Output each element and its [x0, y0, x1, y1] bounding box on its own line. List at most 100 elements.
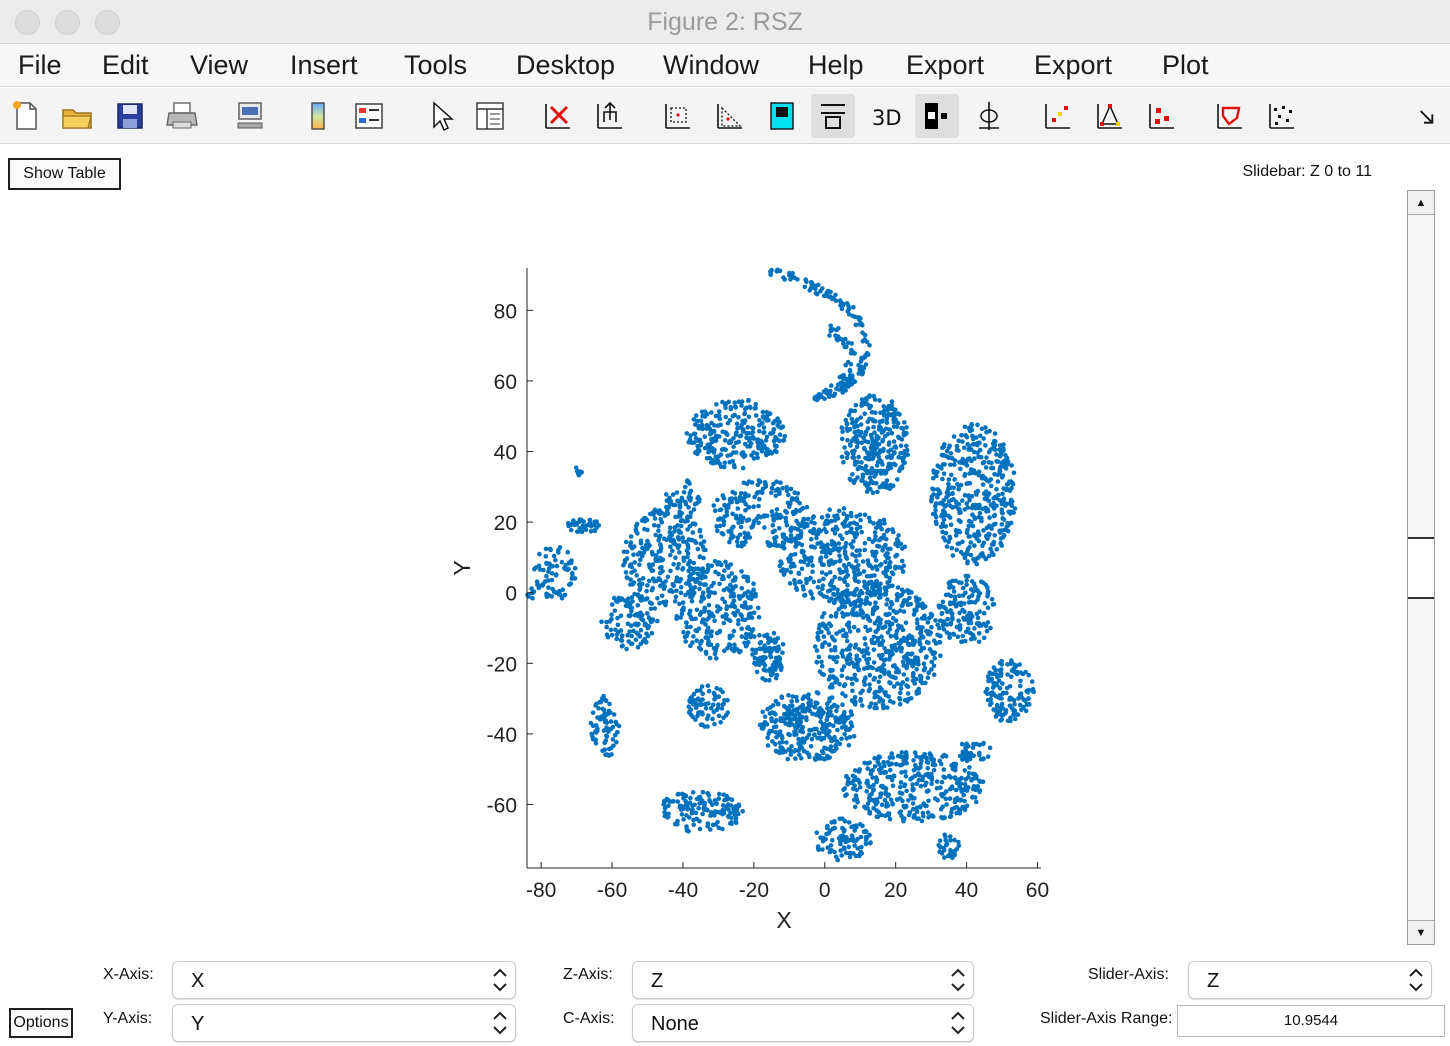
options-button[interactable]: Options [9, 1008, 73, 1038]
scatter-point-2759 [851, 607, 856, 612]
slider-axis-select[interactable]: Z [1188, 961, 1432, 999]
scatter-point-1221 [747, 535, 753, 540]
colorbar-icon[interactable] [296, 94, 340, 138]
scatter-point-89 [853, 322, 859, 328]
zoom-box-icon[interactable] [656, 94, 700, 138]
scatter-point-4238 [716, 713, 722, 719]
scatter-point-423 [721, 446, 727, 452]
scatter-point-174 [812, 396, 818, 402]
scatter-point-2887 [885, 705, 890, 710]
scatter-point-3087 [963, 573, 969, 579]
property-editor-icon[interactable] [468, 94, 512, 138]
scatter-red-yellow-icon[interactable] [1036, 94, 1080, 138]
slider-up-arrow[interactable]: ▲ [1408, 191, 1434, 215]
scatter-point-1571 [661, 536, 667, 541]
scatter-point-1179 [711, 503, 717, 508]
export-plot-icon[interactable] [588, 94, 632, 138]
scatter-point-3910 [872, 764, 878, 769]
scatter-point-2250 [784, 536, 789, 541]
slider-axis-scrollbar[interactable]: ▲ ▼ [1407, 190, 1435, 945]
scatter-point-4281 [693, 705, 699, 710]
slider-thumb[interactable] [1408, 536, 1434, 599]
scatter-point-2126 [805, 516, 811, 522]
slider-down-arrow[interactable]: ▼ [1408, 920, 1434, 944]
slider-axis-range-field[interactable]: 10.9544 [1177, 1005, 1445, 1037]
scatter-point-4203 [713, 799, 718, 805]
y-tick-label: 20 [494, 512, 517, 535]
scatter-point-2803 [917, 673, 923, 679]
menu-export-1[interactable]: Export [906, 50, 985, 80]
toggle-view-icon[interactable] [915, 94, 959, 138]
scatter-point-1524 [637, 577, 642, 583]
scatter-point-3343 [794, 694, 799, 700]
scatter-point-2667 [914, 621, 920, 626]
scatter-black-icon[interactable] [1260, 94, 1304, 138]
scatter-point-238 [734, 421, 740, 427]
pointer-icon[interactable] [418, 94, 462, 138]
scatter-point-2345 [894, 552, 900, 558]
scatter-point-76 [863, 362, 869, 367]
scatter-point-2977 [920, 602, 926, 608]
scatter-point-1307 [784, 488, 790, 494]
scatter-point-2362 [788, 564, 794, 570]
scatter-point-2155 [887, 559, 893, 565]
legend-icon[interactable] [347, 94, 391, 138]
open-file-icon[interactable] [55, 94, 99, 138]
zoom-triangle-icon[interactable] [708, 94, 752, 138]
3d-icon[interactable]: 3D [864, 94, 908, 138]
scatter-point-4112 [733, 816, 739, 821]
show-table-button[interactable]: Show Table [8, 158, 121, 190]
scatter-point-4180 [666, 803, 671, 808]
save-icon[interactable] [108, 94, 152, 138]
z-axis-select[interactable]: Z [632, 961, 974, 999]
expand-icon[interactable] [1414, 94, 1444, 138]
scatter-point-2349 [883, 567, 889, 573]
scatter-point-421 [753, 402, 758, 407]
scatter-point-3393 [789, 744, 794, 749]
delete-icon[interactable] [536, 94, 580, 138]
scatter-point-180 [847, 368, 853, 374]
scatter-point-1436 [671, 562, 676, 567]
menu-desktop[interactable]: Desktop [516, 50, 616, 80]
menu-edit[interactable]: Edit [102, 50, 149, 80]
scatter-triangle-icon[interactable] [1088, 94, 1132, 138]
scatter-point-986 [994, 547, 1000, 552]
fill-color-icon[interactable] [760, 94, 804, 138]
menu-tools[interactable]: Tools [404, 50, 468, 80]
scatter-point-3096 [988, 625, 993, 631]
scatter-point-4344 [595, 715, 600, 720]
scatter-point-1038 [973, 505, 978, 511]
scatter-point-2214 [856, 593, 862, 599]
menu-view[interactable]: View [190, 50, 249, 80]
scatter-point-4287 [697, 698, 703, 703]
scatter-point-589 [869, 466, 875, 471]
menu-export-2[interactable]: Export [1034, 50, 1113, 80]
menu-file[interactable]: File [18, 50, 62, 80]
scatter-red-icon[interactable] [1140, 94, 1184, 138]
scatter-point-628 [904, 443, 909, 449]
polygon-select-icon[interactable] [1208, 94, 1252, 138]
layout-icon[interactable] [811, 94, 855, 138]
menu-help[interactable]: Help [808, 50, 864, 80]
close-window-button[interactable] [15, 10, 40, 35]
scatter-point-2794 [885, 597, 890, 602]
rotate-icon[interactable] [967, 94, 1011, 138]
c-axis-select[interactable]: None [632, 1004, 974, 1042]
menu-plot[interactable]: Plot [1162, 50, 1209, 80]
menu-insert[interactable]: Insert [290, 50, 358, 80]
print-icon[interactable] [160, 94, 204, 138]
scatter-point-897 [948, 451, 954, 456]
scatter-point-969 [943, 524, 948, 529]
zoom-window-button[interactable] [95, 10, 120, 35]
scatter-point-2389 [873, 558, 879, 563]
menu-window[interactable]: Window [663, 50, 760, 80]
y-axis-select[interactable]: Y [172, 1004, 516, 1042]
scatter-point-3344 [815, 735, 820, 741]
minimize-window-button[interactable] [55, 10, 80, 35]
scatter-point-1677 [712, 618, 717, 623]
x-axis-select[interactable]: X [172, 961, 516, 999]
link-icon[interactable] [228, 94, 272, 138]
new-figure-icon[interactable] [4, 94, 48, 138]
scatter-point-1876 [731, 591, 736, 596]
